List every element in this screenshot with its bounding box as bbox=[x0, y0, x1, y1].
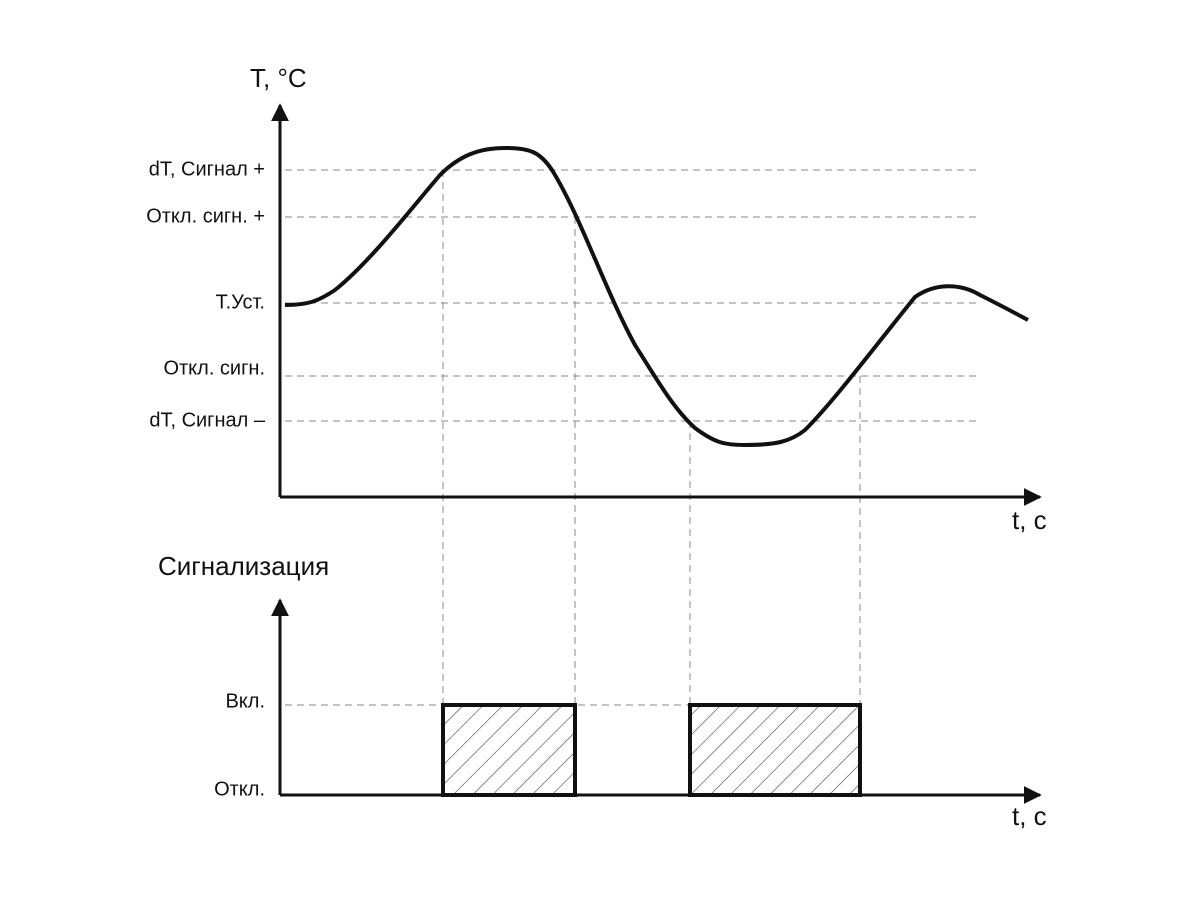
level-guides bbox=[285, 169, 980, 706]
level-label: Откл. сигн. bbox=[163, 357, 265, 379]
x-axis-label: t, с bbox=[1012, 801, 1047, 831]
y-axis-label: T, °C bbox=[250, 63, 307, 93]
level-label: dT, Сигнал + bbox=[149, 158, 265, 180]
level-label: Откл. bbox=[214, 778, 265, 800]
section-title: Сигнализация bbox=[158, 551, 329, 581]
switch-guides bbox=[442, 170, 861, 795]
level-label: Вкл. bbox=[225, 690, 265, 712]
level-label: Т.Уст. bbox=[216, 291, 265, 313]
temperature-curve bbox=[284, 145, 1029, 448]
level-label: Откл. сигн. + bbox=[146, 205, 265, 227]
x-axis-label: t, с bbox=[1012, 505, 1047, 535]
alarm-pulse bbox=[441, 703, 577, 797]
level-label: dT, Сигнал – bbox=[149, 409, 266, 431]
alarm-pulse bbox=[688, 703, 862, 797]
